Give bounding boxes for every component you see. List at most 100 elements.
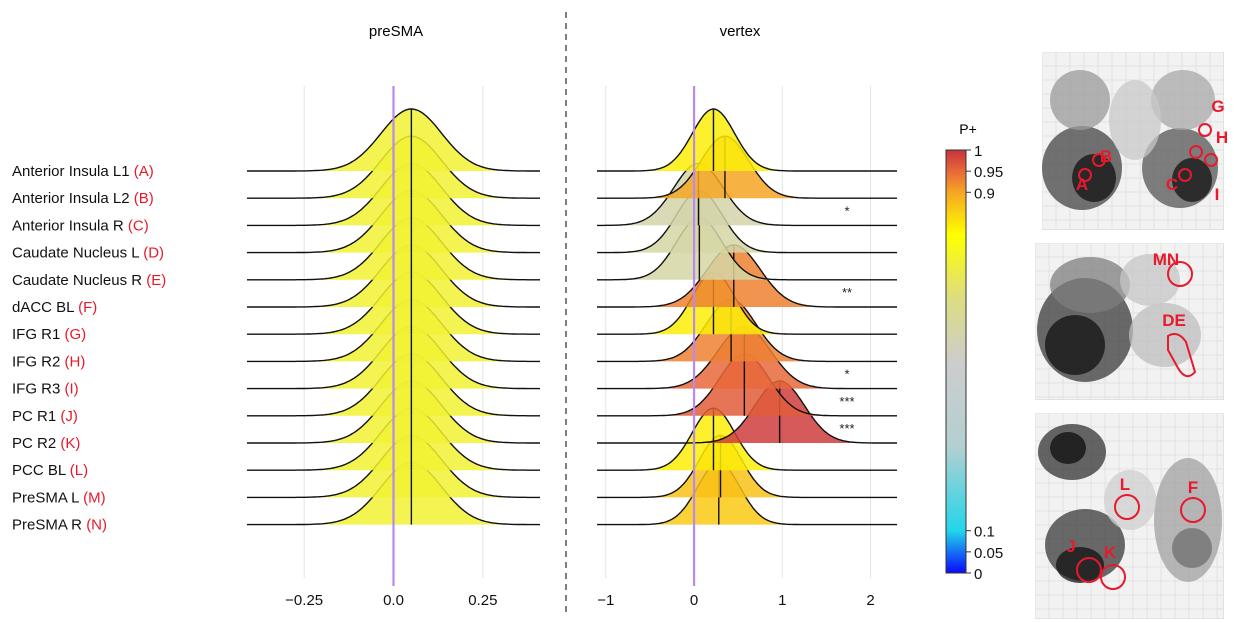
roi-marker bbox=[1100, 564, 1126, 590]
significance-marker: ** bbox=[842, 285, 852, 300]
region-code: (C) bbox=[128, 217, 149, 234]
region-label: IFG R1 (G) bbox=[12, 326, 86, 343]
activation-blob bbox=[1050, 432, 1086, 464]
roi-label: L bbox=[1120, 475, 1130, 494]
x-tick-label: 1 bbox=[778, 592, 786, 609]
colorbar-tick-label: 0.1 bbox=[974, 524, 995, 541]
significance-marker: * bbox=[844, 203, 849, 218]
region-label: IFG R2 (H) bbox=[12, 353, 85, 370]
region-label: dACC BL (F) bbox=[12, 299, 97, 316]
region-name: PreSMA L bbox=[12, 489, 83, 506]
region-code: (F) bbox=[78, 299, 97, 316]
activation-blob bbox=[1120, 254, 1180, 306]
region-name: PC R2 bbox=[12, 435, 60, 452]
region-name: Anterior Insula L2 bbox=[12, 190, 134, 207]
x-tick-label: 2 bbox=[866, 592, 874, 609]
region-name: PCC BL bbox=[12, 462, 70, 479]
activation-blob bbox=[1109, 80, 1161, 160]
roi-marker bbox=[1114, 494, 1140, 520]
roi-label: H bbox=[1216, 128, 1228, 147]
brain-maps: AB C GH I MN DE L F J K bbox=[1035, 52, 1228, 619]
region-label: PreSMA L (M) bbox=[12, 489, 106, 506]
colorbar-tick-label: 1 bbox=[974, 143, 982, 160]
x-tick-label: −1 bbox=[597, 592, 614, 609]
ridge-line bbox=[597, 162, 897, 227]
region-label: Anterior Insula L1 (A) bbox=[12, 163, 154, 180]
ridge-line bbox=[597, 189, 897, 254]
region-name: dACC BL bbox=[12, 299, 78, 316]
roi-label: F bbox=[1188, 478, 1198, 497]
roi-marker bbox=[1092, 153, 1106, 167]
region-code: (I) bbox=[65, 381, 79, 398]
region-name: IFG R3 bbox=[12, 381, 65, 398]
significance-marker: * bbox=[844, 367, 849, 382]
colorbar: P+ 1 0.95 0.9 0.1 0.05 0 bbox=[945, 121, 1003, 583]
ridge-line bbox=[597, 271, 897, 335]
roi-label: A bbox=[1076, 175, 1088, 194]
region-label: PC R2 (K) bbox=[12, 435, 80, 452]
roi-label: C bbox=[1166, 175, 1178, 194]
colorbar-tick-label: 0 bbox=[974, 566, 982, 583]
roi-label: DE bbox=[1162, 311, 1186, 330]
activation-blob bbox=[1050, 70, 1110, 130]
panel-title-vertex: vertex bbox=[720, 23, 761, 40]
colorbar-tick-label: 0.9 bbox=[974, 185, 995, 202]
region-code: (J) bbox=[60, 408, 78, 425]
x-axis: −1 0 1 2 bbox=[597, 592, 874, 609]
activation-blob bbox=[1045, 315, 1105, 375]
region-name: PreSMA R bbox=[12, 517, 86, 534]
significance-marker: *** bbox=[839, 394, 854, 409]
x-tick-label: −0.25 bbox=[285, 592, 323, 609]
activation-blob bbox=[1050, 257, 1130, 313]
activation-blob bbox=[1129, 303, 1201, 367]
distributions bbox=[247, 108, 540, 526]
panel-title-presma: preSMA bbox=[369, 23, 423, 40]
region-code: (A) bbox=[134, 163, 154, 180]
region-label: PCC BL (L) bbox=[12, 462, 88, 479]
colorbar-title: P+ bbox=[959, 121, 977, 137]
region-name: Anterior Insula R bbox=[12, 217, 128, 234]
ridge-fill bbox=[645, 109, 782, 171]
colorbar-gradient bbox=[945, 149, 967, 574]
roi-marker bbox=[1076, 557, 1102, 583]
ridge-line bbox=[597, 461, 897, 526]
ridge-line bbox=[597, 380, 897, 444]
ridge-line bbox=[597, 108, 897, 172]
activation-blob bbox=[1172, 528, 1212, 568]
roi-label: I bbox=[1215, 185, 1220, 204]
distributions: ********** bbox=[597, 108, 897, 526]
region-name: IFG R1 bbox=[12, 326, 65, 343]
region-code: (D) bbox=[143, 245, 164, 262]
vertex-panel: vertex **********−1 0 1 2 bbox=[597, 23, 897, 609]
roi-marker bbox=[1180, 497, 1206, 523]
region-label: Anterior Insula R (C) bbox=[12, 217, 149, 234]
region-label: PreSMA R (N) bbox=[12, 517, 107, 534]
region-name: Caudate Nucleus R bbox=[12, 272, 146, 289]
region-code: (B) bbox=[134, 190, 154, 207]
activation-blob bbox=[1056, 547, 1104, 583]
region-code: (L) bbox=[70, 462, 88, 479]
roi-label: J bbox=[1066, 537, 1075, 556]
roi-marker bbox=[1167, 261, 1193, 287]
brain-map-sagittal: MN DE bbox=[1035, 243, 1224, 400]
activation-blob bbox=[1151, 70, 1215, 130]
activation-blob bbox=[1072, 154, 1116, 202]
region-label: Anterior Insula L2 (B) bbox=[12, 190, 154, 207]
brain-map-axial: L F J K bbox=[1035, 413, 1224, 619]
region-code: (K) bbox=[60, 435, 80, 452]
ridge-distribution bbox=[597, 108, 897, 172]
x-axis: −0.25 0.0 0.25 bbox=[285, 592, 497, 609]
roi-marker bbox=[1189, 145, 1203, 159]
roi-marker bbox=[1078, 168, 1092, 182]
region-code: (N) bbox=[86, 517, 107, 534]
region-code: (H) bbox=[65, 353, 86, 370]
region-label: PC R1 (J) bbox=[12, 408, 78, 425]
roi-label: B bbox=[1100, 147, 1112, 166]
roi-marker bbox=[1167, 333, 1197, 378]
colorbar-tick-label: 0.05 bbox=[974, 545, 1003, 562]
x-tick-label: 0.25 bbox=[468, 592, 497, 609]
region-label: IFG R3 (I) bbox=[12, 381, 79, 398]
colorbar-tick-label: 0.95 bbox=[974, 164, 1003, 181]
region-code: (G) bbox=[65, 326, 87, 343]
